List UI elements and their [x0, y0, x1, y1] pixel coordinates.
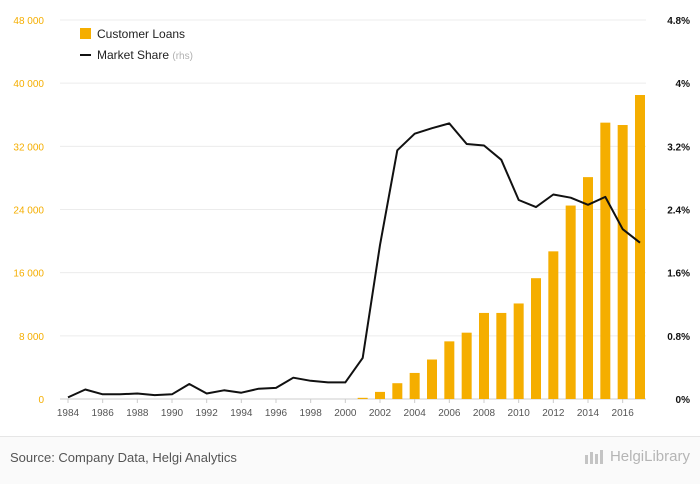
bar: [513, 303, 524, 399]
bar: [600, 122, 611, 399]
bar: [392, 383, 403, 399]
x-tick-label: 2002: [369, 408, 392, 419]
x-tick-label: 2016: [612, 408, 635, 419]
right-tick-label: 2.4%: [667, 206, 690, 217]
line-series-market-share: [67, 122, 641, 399]
bar: [427, 359, 437, 399]
x-tick-label: 1988: [126, 408, 149, 419]
left-tick-label: 32 000: [13, 142, 44, 153]
right-tick-label: 1.6%: [667, 269, 690, 280]
bar: [409, 372, 420, 399]
legend-rhs-suffix: (rhs): [172, 51, 193, 62]
bar: [531, 278, 541, 399]
x-tick-label: 2006: [438, 408, 461, 419]
right-tick-label: 0.8%: [667, 332, 690, 343]
brand-name: HelgiLibrary: [609, 448, 690, 465]
x-tick-label: 2010: [508, 408, 531, 419]
x-tick-label: 2008: [473, 408, 496, 419]
gridlines: [60, 19, 646, 400]
x-tick-label: 1994: [230, 408, 253, 419]
legend-label-market-share: Market Share (rhs): [97, 48, 193, 62]
right-tick-label: 4%: [676, 79, 691, 90]
left-tick-label: 24 000: [13, 206, 44, 217]
bar: [565, 205, 576, 399]
bar: [635, 95, 645, 400]
bar: [583, 177, 593, 399]
x-tick-label: 1996: [265, 408, 288, 419]
x-tick-label: 2014: [577, 408, 600, 419]
x-tick-label: 2012: [542, 408, 565, 419]
bar: [357, 397, 368, 399]
footer: Source: Company Data, Helgi Analytics He…: [0, 436, 700, 484]
legend-swatch-customer-loans: [80, 28, 91, 39]
bar-series-customer-loans: [357, 95, 645, 400]
x-tick-label: 1998: [300, 408, 323, 419]
left-tick-label: 40 000: [13, 79, 44, 90]
left-tick-label: 8 000: [19, 332, 44, 343]
bar: [479, 312, 489, 399]
right-axis-ticks: 0% 0.8% 1.6% 2.4% 3.2% 4% 4.8%: [667, 16, 690, 406]
bar: [496, 312, 507, 399]
legend-label-customer-loans: Customer Loans: [97, 27, 185, 41]
left-tick-label: 0: [38, 395, 44, 406]
library-icon: [584, 449, 603, 464]
x-tick-label: 1984: [57, 408, 80, 419]
bar: [548, 251, 559, 399]
x-axis-ticks: 1984 1986 1988 1990 1992 1994 1996 1998 2000 2002…: [57, 399, 634, 419]
left-axis-ticks: 0 8 000 16 000 24 000 32 000 40 000 48 000: [13, 16, 44, 406]
bar: [375, 391, 385, 399]
x-tick-label: 1986: [92, 408, 115, 419]
left-tick-label: 48 000: [13, 16, 44, 27]
legend: Customer Loans Market Share (rhs): [80, 27, 193, 62]
x-tick-label: 2004: [404, 408, 427, 419]
left-tick-label: 16 000: [13, 269, 44, 280]
right-tick-label: 4.8%: [667, 16, 690, 27]
bar: [444, 341, 455, 399]
x-tick-label: 1990: [161, 408, 184, 419]
x-tick-label: 2000: [334, 408, 357, 419]
right-tick-label: 0%: [676, 395, 691, 406]
bar: [617, 125, 628, 399]
source-note: Source: Company Data, Helgi Analytics: [10, 450, 237, 465]
bar: [461, 332, 472, 399]
x-tick-label: 1992: [196, 408, 219, 419]
brand-logo: HelgiLibrary: [584, 448, 690, 465]
right-tick-label: 3.2%: [667, 142, 690, 153]
